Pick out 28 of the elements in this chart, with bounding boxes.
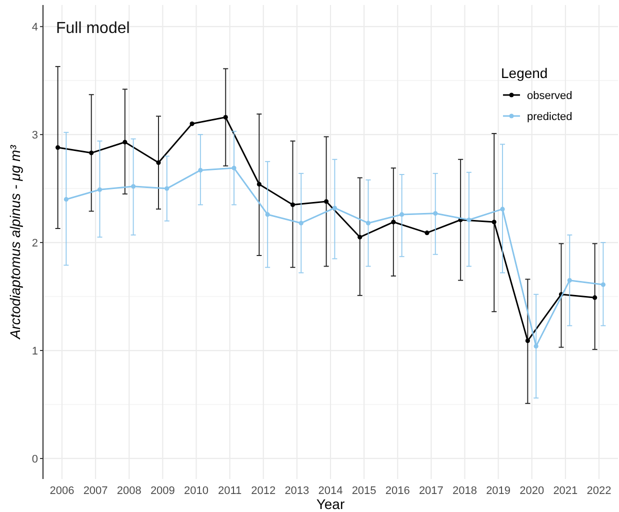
x-tick-label: 2013 bbox=[284, 485, 310, 497]
y-tick-label: 0 bbox=[32, 453, 38, 466]
x-tick-label: 2019 bbox=[486, 485, 511, 497]
x-tick-label: 2018 bbox=[452, 485, 477, 497]
y-tick-label: 2 bbox=[32, 237, 38, 250]
x-tick-label: 2010 bbox=[184, 485, 208, 497]
x-tick-label: 2020 bbox=[520, 485, 544, 497]
x-tick-label: 2015 bbox=[352, 485, 376, 497]
legend-label: observed bbox=[527, 90, 572, 102]
x-tick-label: 2014 bbox=[318, 485, 343, 497]
y-axis-title: Arctodiaptomus alpinus - μg m³ bbox=[7, 144, 23, 340]
x-tick-label: 2021 bbox=[553, 485, 578, 497]
legend-label: predicted bbox=[527, 110, 572, 123]
x-tick-label: 2012 bbox=[251, 485, 276, 497]
x-tick-label: 2009 bbox=[150, 485, 175, 497]
text: Full model bbox=[56, 20, 130, 37]
x-tick-label: 2008 bbox=[116, 485, 142, 497]
x-axis-title: Year bbox=[316, 496, 345, 512]
y-tick-label: 1 bbox=[32, 345, 38, 358]
x-tick-label: 2022 bbox=[586, 485, 612, 497]
x-tick-label: 2006 bbox=[50, 485, 74, 497]
x-tick-label: 2011 bbox=[218, 485, 242, 497]
x-tick-label: 2016 bbox=[385, 485, 410, 497]
legend-title: Legend bbox=[501, 65, 548, 81]
x-tick-label: 2017 bbox=[418, 485, 444, 497]
y-tick-label: 3 bbox=[32, 129, 38, 142]
y-tick-label: 4 bbox=[32, 21, 38, 34]
x-tick-label: 2007 bbox=[83, 485, 108, 497]
